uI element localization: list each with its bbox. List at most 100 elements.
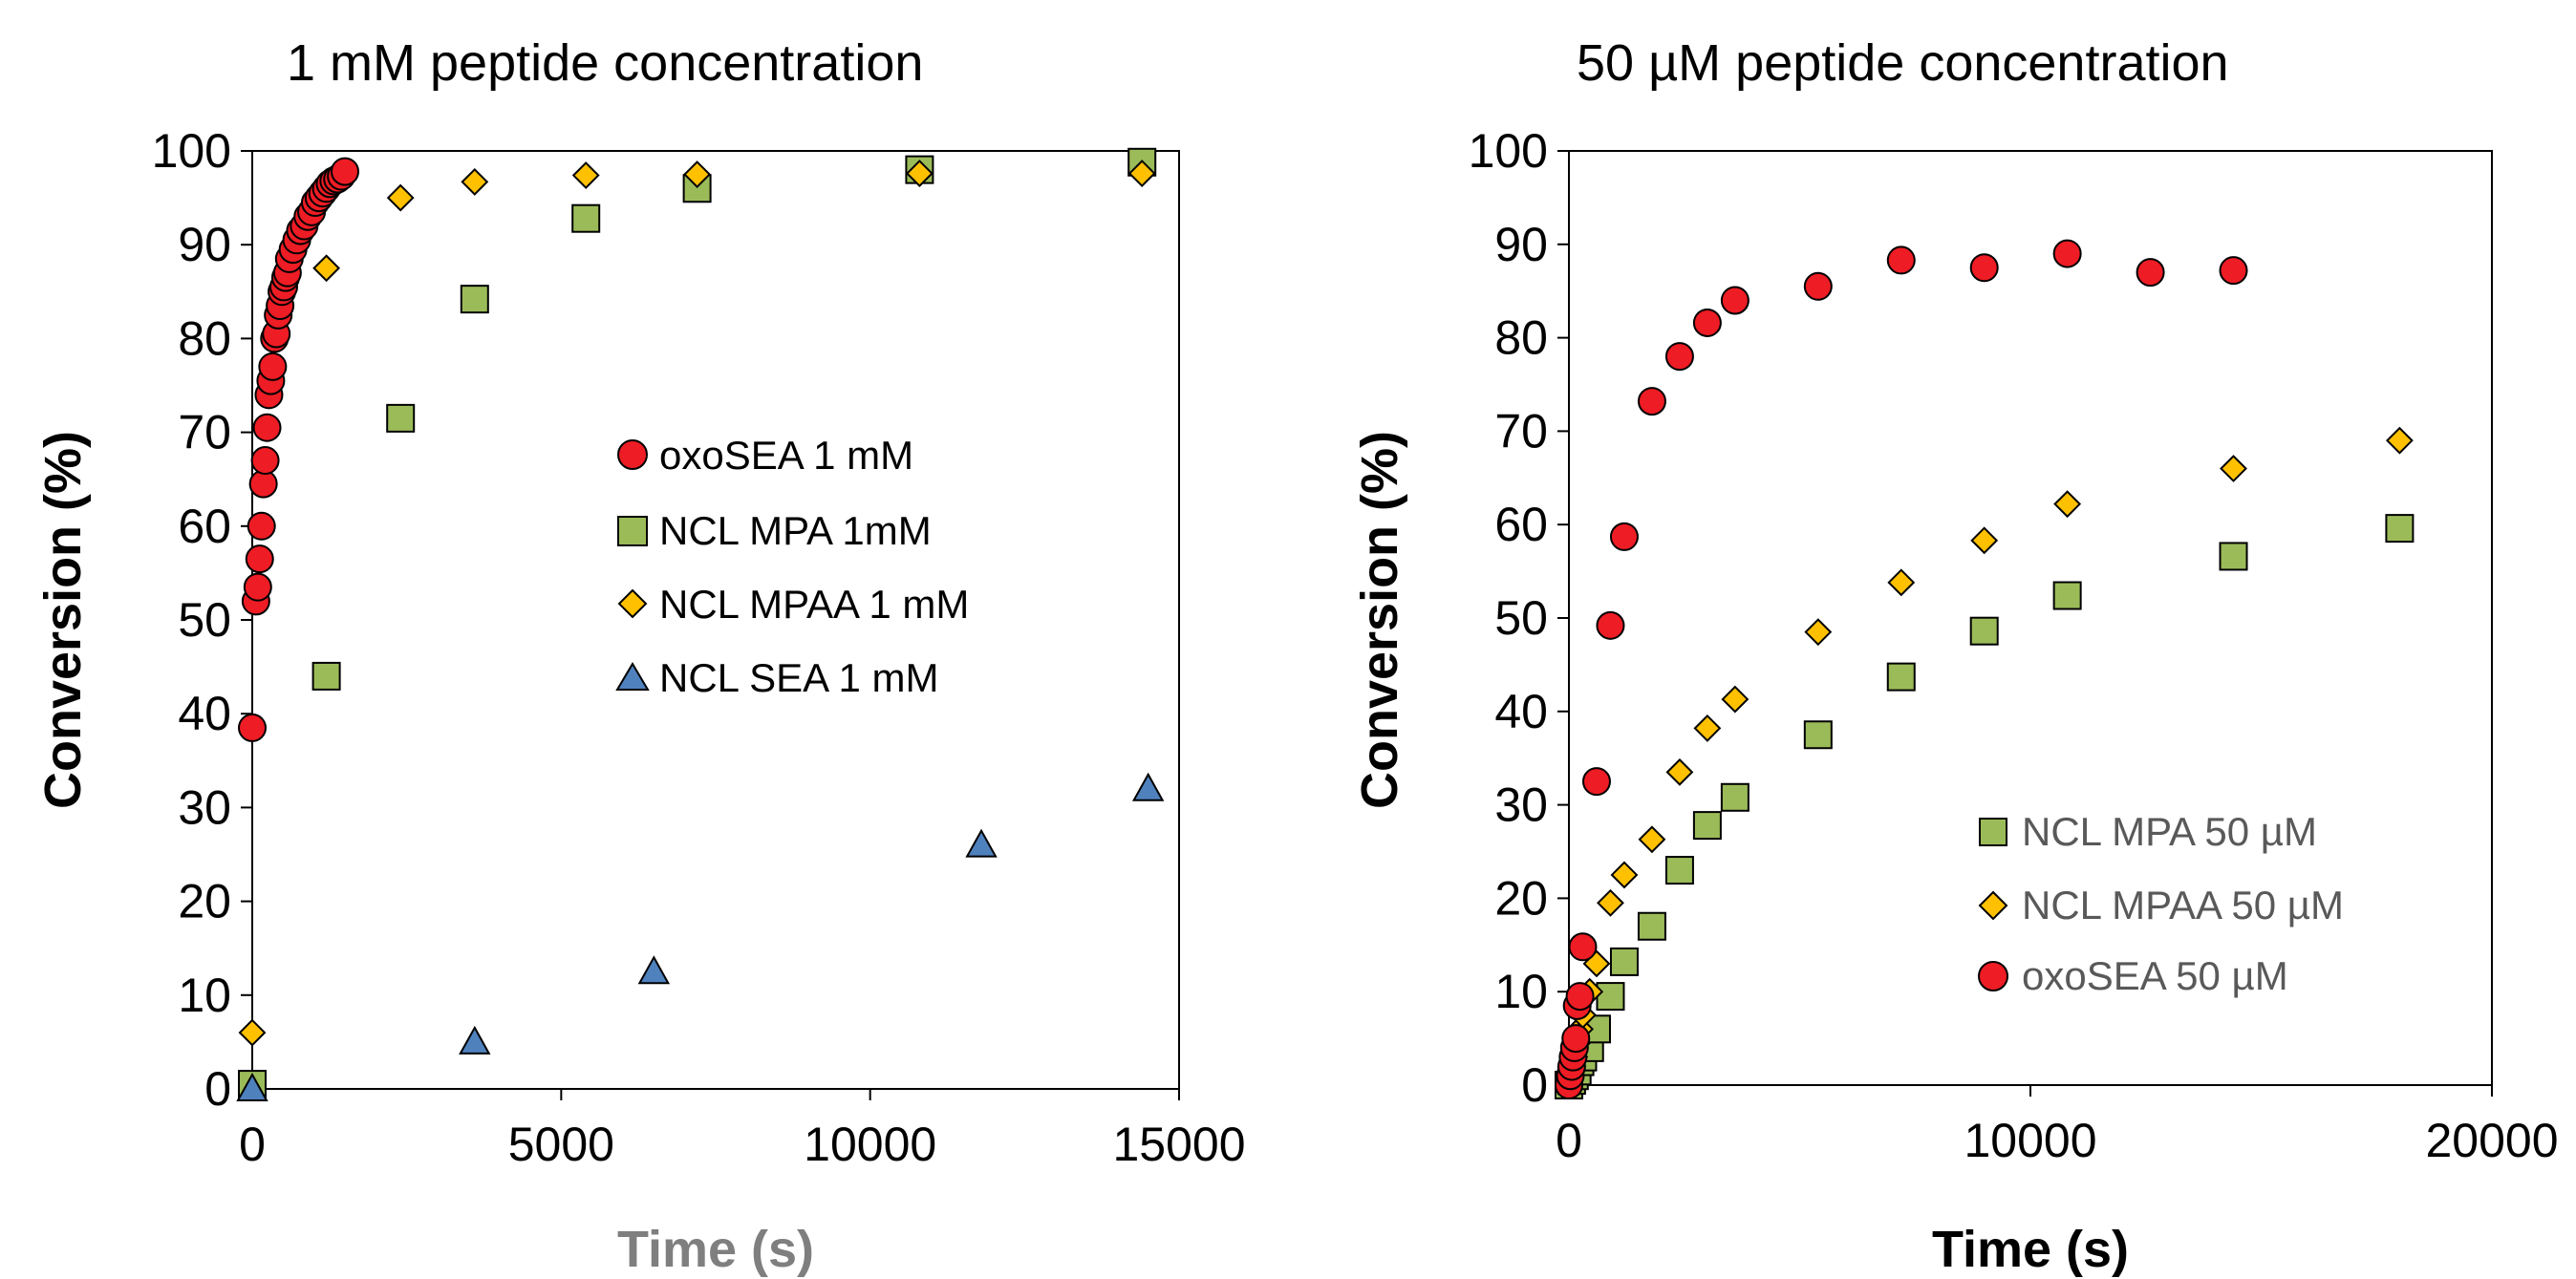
y-tick-label: 40 bbox=[1494, 685, 1548, 738]
data-point bbox=[1721, 685, 1750, 714]
data-point bbox=[1970, 526, 1999, 555]
legend-label: NCL SEA 1 mM bbox=[659, 655, 939, 700]
data-point bbox=[238, 1018, 267, 1047]
data-point bbox=[331, 157, 359, 186]
plot-area-frame bbox=[1568, 150, 2493, 1086]
data-point bbox=[1609, 947, 1639, 976]
legend-label: NCL MPA 50 µM bbox=[2022, 809, 2317, 854]
y-tick-label: 80 bbox=[1494, 311, 1548, 365]
y-tick-label: 0 bbox=[1521, 1058, 1548, 1112]
data-point bbox=[243, 572, 272, 602]
x-axis-label: Time (s) bbox=[1932, 1221, 2129, 1278]
legend: NCL MPA 50 µM NCL MPAA 50 µM oxoSEA 50 µ… bbox=[1978, 809, 2344, 998]
data-point bbox=[2052, 581, 2082, 610]
x-axis: 0 5000 10000 15000 bbox=[239, 1089, 1246, 1171]
data-point bbox=[236, 1072, 268, 1101]
legend-item-ncl-mpa-1mm: NCL MPA 1mM bbox=[617, 508, 932, 553]
y-tick-label: 20 bbox=[1494, 871, 1548, 925]
y-tick-label: 90 bbox=[1494, 218, 1548, 271]
y-tick-label: 20 bbox=[178, 875, 231, 928]
x-axis-label: Time (s) bbox=[617, 1221, 814, 1278]
data-point bbox=[1131, 772, 1165, 801]
y-axis: 0 10 20 30 40 50 60 70 80 90 100 bbox=[152, 124, 252, 1116]
y-tick-label: 30 bbox=[178, 780, 231, 834]
data-point bbox=[1803, 271, 1833, 301]
data-point bbox=[1568, 932, 1598, 962]
data-point bbox=[1610, 861, 1639, 889]
data-point bbox=[1692, 811, 1722, 841]
data-point bbox=[2053, 490, 2082, 519]
data-point bbox=[1969, 616, 1999, 646]
y-tick-label: 10 bbox=[1494, 965, 1548, 1018]
data-point bbox=[245, 544, 274, 574]
data-point bbox=[571, 161, 600, 189]
data-point bbox=[1561, 1024, 1591, 1054]
data-point bbox=[258, 352, 288, 381]
y-axis: 0 10 20 30 40 50 60 70 80 90 100 bbox=[1469, 124, 1569, 1112]
data-point bbox=[247, 511, 276, 541]
y-axis-label: Conversion (%) bbox=[1351, 431, 1408, 809]
data-point bbox=[252, 413, 282, 442]
x-tick-label: 10000 bbox=[1964, 1114, 2096, 1167]
legend-label: oxoSEA 50 µM bbox=[2022, 953, 2288, 998]
legend-item-ncl-sea-1mm: NCL SEA 1 mM bbox=[615, 655, 939, 700]
y-tick-label: 70 bbox=[178, 406, 231, 459]
data-point bbox=[905, 160, 934, 187]
data-point bbox=[1886, 245, 1916, 275]
data-point bbox=[460, 285, 489, 314]
data-point bbox=[238, 713, 267, 742]
data-point bbox=[1969, 253, 1999, 283]
data-point bbox=[1664, 342, 1694, 372]
chart-title: 1 mM peptide concentration bbox=[287, 34, 923, 92]
data-point bbox=[965, 828, 998, 858]
x-tick-label: 10000 bbox=[804, 1118, 936, 1171]
x-tick-label: 5000 bbox=[508, 1118, 614, 1171]
legend-item-ncl-mpaa-1mm: NCL MPAA 1 mM bbox=[617, 582, 969, 627]
data-point bbox=[1597, 888, 1624, 917]
data-point bbox=[2219, 256, 2248, 286]
y-tick-label: 80 bbox=[178, 311, 231, 365]
data-point bbox=[1720, 286, 1750, 315]
data-points bbox=[236, 147, 1165, 1101]
data-point bbox=[571, 203, 601, 233]
data-point bbox=[1565, 982, 1595, 1012]
data-point bbox=[1596, 610, 1625, 640]
y-tick-label: 40 bbox=[178, 687, 231, 740]
chart-1mm: 1 mM peptide concentration 0 10 20 30 40 50 60… bbox=[34, 34, 1246, 1278]
data-point bbox=[459, 1025, 491, 1055]
data-point bbox=[1692, 308, 1722, 337]
data-point bbox=[1720, 782, 1750, 812]
data-point bbox=[386, 183, 415, 212]
data-point bbox=[1637, 387, 1666, 416]
data-point bbox=[386, 403, 416, 433]
y-tick-label: 50 bbox=[1494, 591, 1548, 645]
legend-label: oxoSEA 1 mM bbox=[659, 433, 913, 478]
data-point bbox=[461, 167, 489, 196]
data-point bbox=[2385, 514, 2415, 544]
legend-item-oxosea-1mm: oxoSEA 1 mM bbox=[617, 433, 913, 478]
chart-title: 50 µM peptide concentration bbox=[1577, 34, 2229, 92]
legend-label: NCL MPAA 50 µM bbox=[2022, 883, 2344, 927]
y-tick-label: 70 bbox=[1494, 404, 1548, 458]
legend-label: NCL MPA 1mM bbox=[659, 508, 932, 553]
y-axis-label: Conversion (%) bbox=[34, 431, 92, 809]
data-point bbox=[1886, 662, 1916, 692]
legend: oxoSEA 1 mM NCL MPA 1mM NCL MPAA 1 mM NC… bbox=[615, 433, 969, 700]
data-point bbox=[2052, 239, 2082, 268]
legend-label: NCL MPAA 1 mM bbox=[659, 582, 969, 627]
data-point bbox=[1803, 720, 1833, 750]
data-point bbox=[312, 254, 341, 283]
data-point bbox=[2220, 455, 2247, 482]
y-tick-label: 10 bbox=[178, 969, 231, 1022]
y-tick-label: 50 bbox=[178, 593, 231, 647]
data-point bbox=[1596, 982, 1625, 1012]
data-point bbox=[2385, 426, 2414, 455]
data-point bbox=[2219, 542, 2248, 571]
y-tick-label: 60 bbox=[178, 500, 231, 553]
data-point bbox=[1804, 618, 1833, 647]
x-tick-label: 0 bbox=[239, 1118, 266, 1171]
y-tick-label: 60 bbox=[1494, 498, 1548, 551]
data-point bbox=[1638, 825, 1666, 854]
y-tick-label: 90 bbox=[178, 218, 231, 271]
